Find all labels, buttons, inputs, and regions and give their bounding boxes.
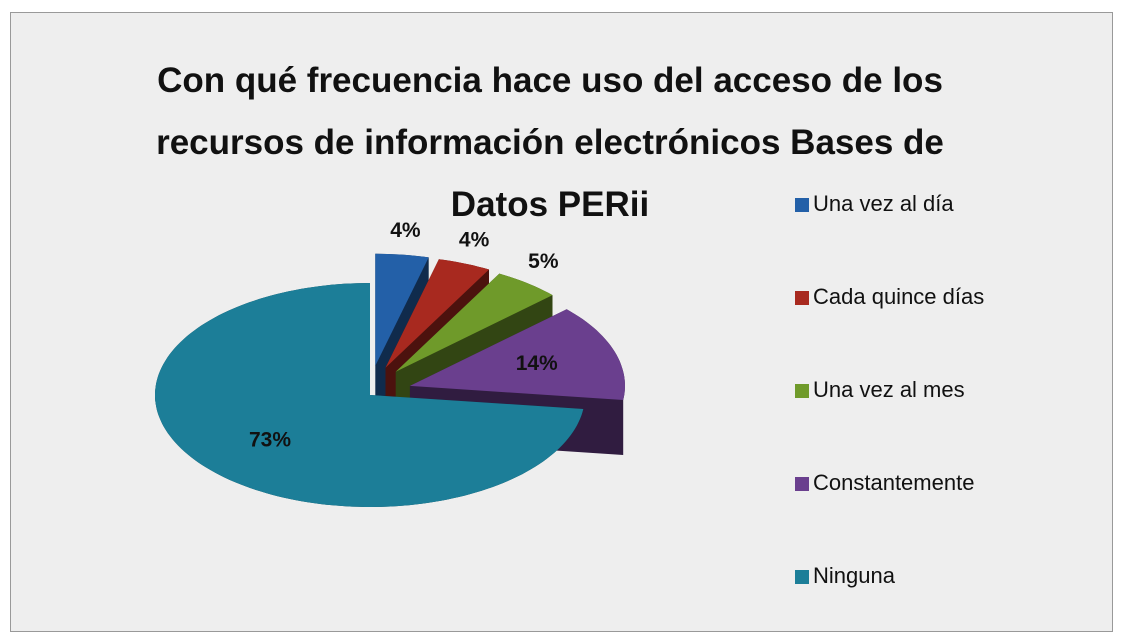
data-label: 4%	[459, 229, 490, 252]
legend-label: Una vez al día	[813, 191, 954, 216]
legend-label: Una vez al mes	[813, 377, 965, 402]
slice	[375, 253, 429, 366]
data-label: 4%	[390, 219, 421, 242]
slice	[409, 309, 625, 400]
legend-swatch	[795, 384, 809, 398]
legend-swatch	[795, 291, 809, 305]
chart-title: Con qué frecuencia hace uso del acceso d…	[156, 61, 944, 224]
data-label: 73%	[249, 428, 291, 451]
slice	[155, 283, 584, 507]
legend-swatch	[795, 477, 809, 491]
slice	[395, 273, 553, 372]
legend-swatch	[795, 198, 809, 212]
legend-label: Constantemente	[813, 470, 974, 495]
legend-label: Ninguna	[813, 563, 896, 588]
legend-swatch	[795, 570, 809, 584]
data-label: 5%	[528, 250, 559, 273]
slice	[385, 259, 489, 368]
legend-label: Cada quince días	[813, 284, 984, 309]
data-label: 14%	[516, 352, 558, 375]
